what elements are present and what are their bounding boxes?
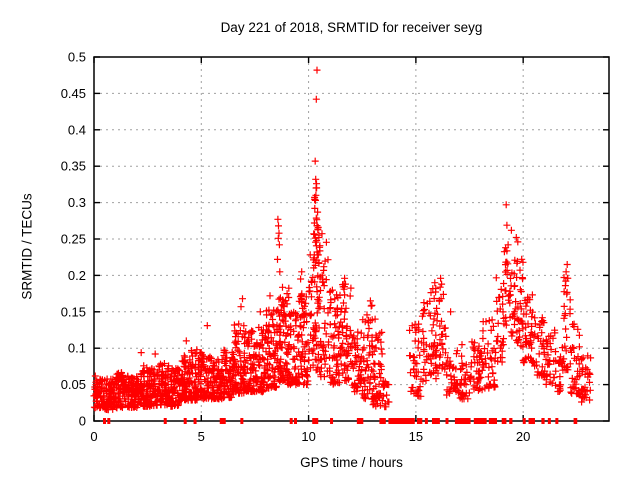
zero-line-data-mark: [356, 418, 364, 424]
x-tick-label: 0: [90, 429, 97, 444]
zero-line-data-mark: [573, 418, 578, 424]
zero-line-data-mark: [183, 418, 187, 424]
zero-line-data-mark: [219, 418, 226, 424]
zero-line-data-mark: [555, 418, 559, 424]
y-tick-label: 0.15: [61, 304, 86, 319]
zero-line-data-mark: [103, 418, 107, 424]
zero-line-data-mark: [424, 418, 428, 424]
x-axis-label: GPS time / hours: [300, 455, 403, 470]
zero-line-data-mark: [522, 418, 526, 424]
zero-line-data-mark: [473, 418, 487, 424]
x-tick-label: 15: [409, 429, 423, 444]
zero-line-data-mark: [541, 418, 545, 424]
zero-line-data-mark: [431, 418, 440, 424]
zero-line-data-mark: [388, 418, 415, 424]
y-tick-label: 0.1: [68, 341, 86, 356]
zero-line-data-mark: [454, 418, 471, 424]
y-tick-label: 0.35: [61, 159, 86, 174]
y-tick-label: 0.2: [68, 268, 86, 283]
y-tick-label: 0.45: [61, 86, 86, 101]
zero-line-data-mark: [289, 418, 293, 424]
x-tick-label: 20: [516, 429, 530, 444]
y-tick-label: 0.4: [68, 122, 86, 137]
zero-line-data-mark: [312, 418, 319, 424]
zero-line-data-mark: [107, 418, 111, 424]
zero-line-data-mark: [416, 418, 423, 424]
y-tick-label: 0.3: [68, 195, 86, 210]
y-tick-label: 0.25: [61, 232, 86, 247]
zero-line-data-mark: [293, 418, 297, 424]
zero-line-data-mark: [240, 418, 244, 424]
zero-line-data-mark: [509, 418, 513, 424]
x-tick-label: 5: [198, 429, 205, 444]
x-tick-label: 10: [301, 429, 315, 444]
zero-line-data-mark: [193, 418, 197, 424]
y-tick-label: 0.05: [61, 377, 86, 392]
zero-line-data-mark: [330, 418, 334, 424]
zero-line-data-mark: [488, 418, 497, 424]
zero-line-data-mark: [528, 418, 535, 424]
y-tick-label: 0: [79, 414, 86, 429]
scatter-points: [90, 66, 595, 414]
zero-line-data-mark: [163, 418, 167, 424]
zero-line-data-mark: [547, 418, 551, 424]
zero-line-data-mark: [445, 418, 449, 424]
zero-line-data-mark: [379, 418, 386, 424]
y-tick-label: 0.5: [68, 50, 86, 65]
chart-title: Day 221 of 2018, SRMTID for receiver sey…: [220, 20, 483, 35]
zero-line-data-mark: [501, 418, 507, 424]
